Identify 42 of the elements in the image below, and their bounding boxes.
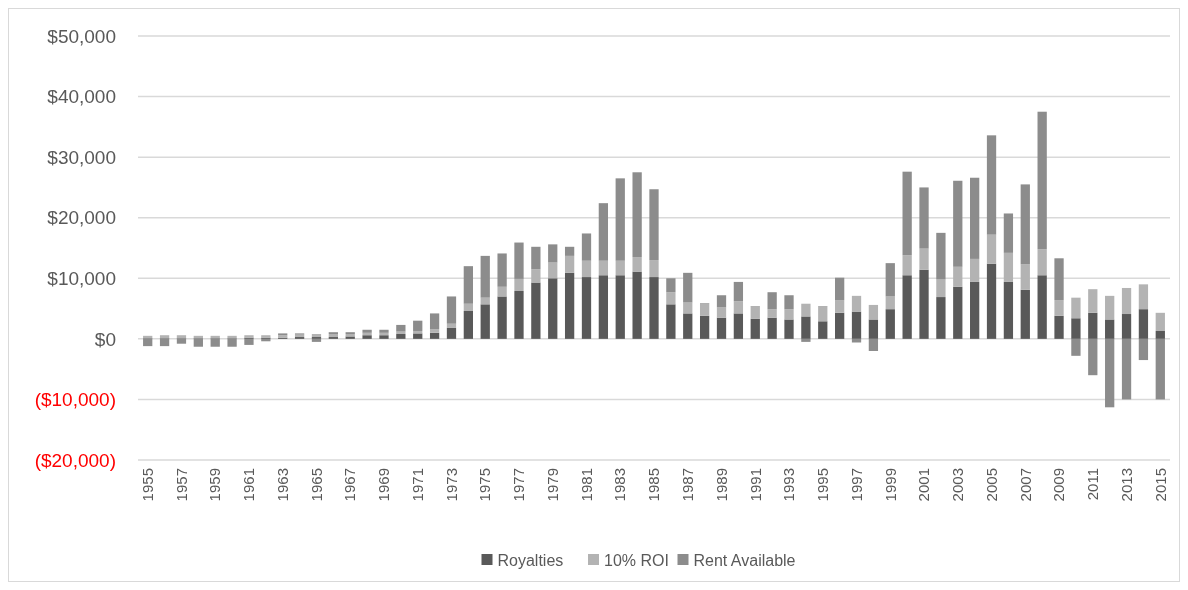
x-tick-label: 1973 bbox=[442, 468, 460, 502]
legend-label: Royalties bbox=[497, 551, 564, 569]
x-tick-label: 1967 bbox=[341, 468, 359, 502]
y-tick-label: $40,000 bbox=[47, 86, 116, 108]
x-tick-label: 1991 bbox=[746, 468, 764, 502]
y-tick-label: $20,000 bbox=[47, 207, 116, 229]
x-tick-label: 1977 bbox=[510, 468, 528, 502]
x-tick-label: 1975 bbox=[476, 468, 494, 502]
x-tick-label: 1997 bbox=[847, 468, 865, 502]
x-tick-label: 1961 bbox=[240, 468, 258, 502]
x-tick-label: 1993 bbox=[780, 468, 798, 502]
x-tick-label: 1989 bbox=[712, 468, 730, 502]
x-tick-label: 2005 bbox=[982, 468, 1000, 502]
legend-label: Rent Available bbox=[693, 551, 796, 569]
y-tick-label: $0 bbox=[94, 328, 116, 350]
x-tick-label: 2003 bbox=[949, 468, 967, 502]
x-tick-label: 2011 bbox=[1084, 468, 1102, 501]
x-tick-label: 1969 bbox=[375, 468, 393, 502]
y-tick-label: $10,000 bbox=[47, 267, 116, 289]
x-tick-label: 1979 bbox=[543, 468, 561, 502]
x-tick-label: 2013 bbox=[1117, 468, 1135, 502]
y-tick-label: $50,000 bbox=[47, 25, 116, 47]
x-tick-label: 2001 bbox=[915, 468, 933, 502]
x-tick-label: 1959 bbox=[206, 468, 224, 502]
legend-label: 10% ROI bbox=[604, 551, 669, 569]
y-tick-label: ($20,000) bbox=[34, 449, 116, 471]
x-tick-label: 1983 bbox=[611, 468, 629, 502]
x-tick-label: 1999 bbox=[881, 468, 899, 502]
x-tick-label: 2009 bbox=[1050, 468, 1068, 502]
x-tick-label: 1995 bbox=[814, 468, 832, 502]
x-tick-label: 1971 bbox=[408, 468, 426, 502]
x-tick-label: 1981 bbox=[577, 468, 595, 502]
x-tick-label: 1957 bbox=[172, 468, 190, 502]
x-tick-label: 1987 bbox=[679, 468, 696, 502]
y-tick-label: ($10,000) bbox=[34, 389, 116, 411]
x-tick-label: 1955 bbox=[138, 468, 156, 502]
x-tick-label: 2015 bbox=[1151, 468, 1169, 502]
x-tick-label: 1985 bbox=[645, 468, 663, 502]
y-tick-label: $30,000 bbox=[47, 146, 116, 168]
x-tick-label: 1963 bbox=[273, 468, 291, 502]
x-tick-label: 1965 bbox=[307, 468, 325, 502]
x-tick-label: 2007 bbox=[1016, 468, 1034, 502]
